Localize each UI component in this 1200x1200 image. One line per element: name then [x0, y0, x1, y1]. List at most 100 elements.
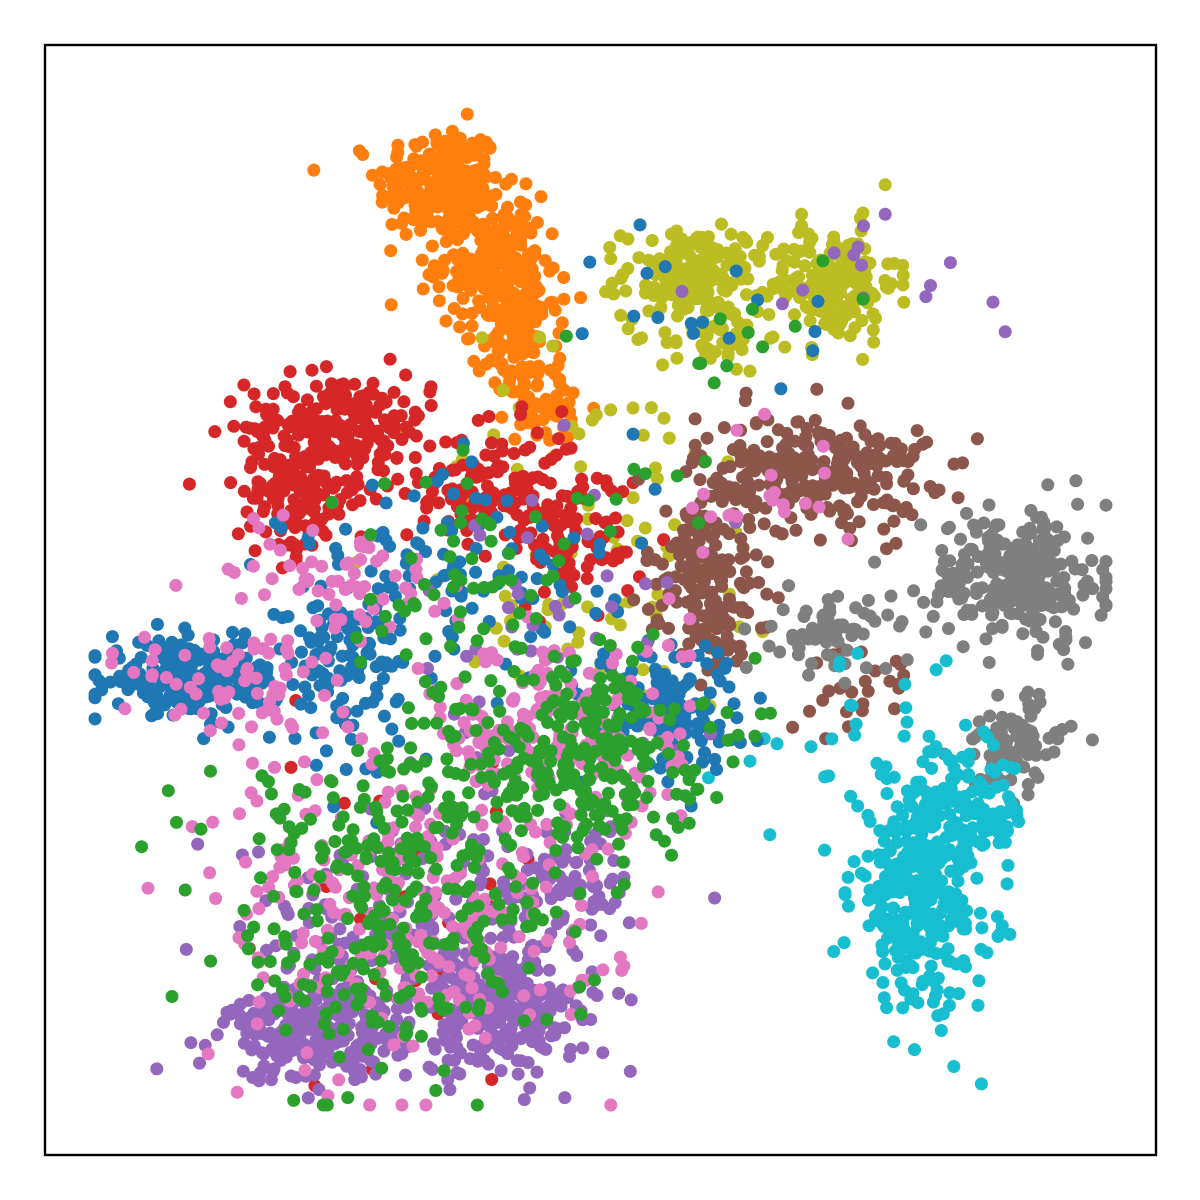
data-point: [1023, 521, 1037, 535]
data-point: [446, 920, 460, 934]
data-point: [604, 1098, 618, 1112]
data-point: [954, 532, 967, 546]
data-point: [710, 763, 723, 776]
data-point: [662, 431, 676, 445]
data-point: [977, 802, 990, 816]
data-point: [925, 820, 939, 834]
data-point: [310, 441, 324, 455]
data-point: [700, 657, 714, 671]
data-point: [419, 1098, 433, 1112]
data-point: [296, 1013, 310, 1027]
data-point: [632, 251, 646, 265]
data-point: [873, 855, 887, 869]
data-point: [974, 942, 988, 956]
data-point: [683, 575, 697, 589]
data-point: [835, 467, 849, 481]
data-point: [390, 150, 404, 164]
data-point: [482, 238, 496, 252]
data-point: [696, 566, 710, 580]
data-point: [305, 655, 319, 669]
data-point: [675, 650, 689, 664]
data-point: [803, 314, 817, 328]
data-point: [977, 725, 990, 739]
data-point: [589, 606, 603, 620]
data-point: [236, 636, 250, 650]
data-point: [442, 197, 456, 211]
data-point: [970, 432, 984, 446]
data-point: [790, 415, 804, 429]
data-point: [507, 345, 521, 359]
data-point: [610, 547, 624, 561]
data-point: [262, 730, 276, 744]
data-point: [642, 304, 656, 318]
data-point: [527, 307, 541, 321]
data-point: [673, 247, 687, 261]
data-point: [704, 240, 718, 254]
data-point: [446, 279, 460, 293]
data-point: [982, 656, 996, 669]
data-point: [517, 989, 531, 1003]
data-point: [249, 671, 263, 685]
data-point: [621, 322, 635, 336]
data-point: [350, 470, 364, 484]
data-point: [986, 738, 1000, 752]
data-point: [798, 479, 812, 493]
data-point: [897, 473, 911, 487]
data-point: [387, 1038, 401, 1052]
data-point: [700, 250, 714, 264]
data-point: [929, 947, 943, 960]
data-point: [837, 276, 851, 290]
data-point: [899, 701, 913, 715]
data-point: [397, 395, 411, 409]
data-point: [260, 1029, 274, 1043]
data-point: [792, 641, 806, 655]
data-point: [753, 691, 767, 705]
data-point: [956, 456, 969, 470]
data-point: [337, 796, 351, 810]
data-point: [783, 486, 797, 500]
data-point: [965, 785, 979, 799]
data-point: [210, 1028, 224, 1042]
data-point: [711, 646, 724, 659]
data-point: [785, 475, 799, 489]
data-point: [408, 451, 422, 464]
data-point: [546, 339, 560, 353]
data-point: [800, 422, 814, 435]
data-point: [411, 186, 425, 199]
data-point: [693, 473, 707, 487]
data-point: [284, 1069, 298, 1083]
data-point: [838, 676, 852, 690]
data-point: [486, 211, 499, 225]
data-point: [485, 436, 498, 450]
data-point: [237, 434, 251, 448]
data-point: [279, 1050, 293, 1064]
data-point: [555, 316, 569, 330]
data-point: [248, 1028, 262, 1042]
data-point: [385, 581, 399, 595]
data-point: [583, 255, 597, 269]
data-point: [834, 445, 848, 459]
data-point: [986, 295, 1000, 309]
data-point: [975, 921, 989, 935]
data-point: [778, 340, 792, 354]
data-point: [979, 632, 993, 646]
data-point: [810, 382, 824, 396]
data-point: [576, 1041, 590, 1055]
data-point: [227, 419, 241, 433]
data-point: [479, 170, 493, 184]
data-point: [508, 385, 522, 399]
data-point: [435, 222, 449, 236]
data-point: [495, 410, 509, 424]
data-point: [465, 981, 479, 995]
data-point: [614, 308, 628, 322]
data-point: [775, 297, 789, 311]
data-point: [500, 963, 514, 977]
data-point: [127, 665, 141, 679]
data-point: [899, 819, 913, 833]
data-point: [1041, 478, 1055, 492]
data-point: [503, 525, 517, 539]
data-point: [456, 291, 470, 305]
data-point: [467, 164, 481, 178]
data-point: [640, 266, 654, 280]
data-point: [408, 172, 422, 186]
